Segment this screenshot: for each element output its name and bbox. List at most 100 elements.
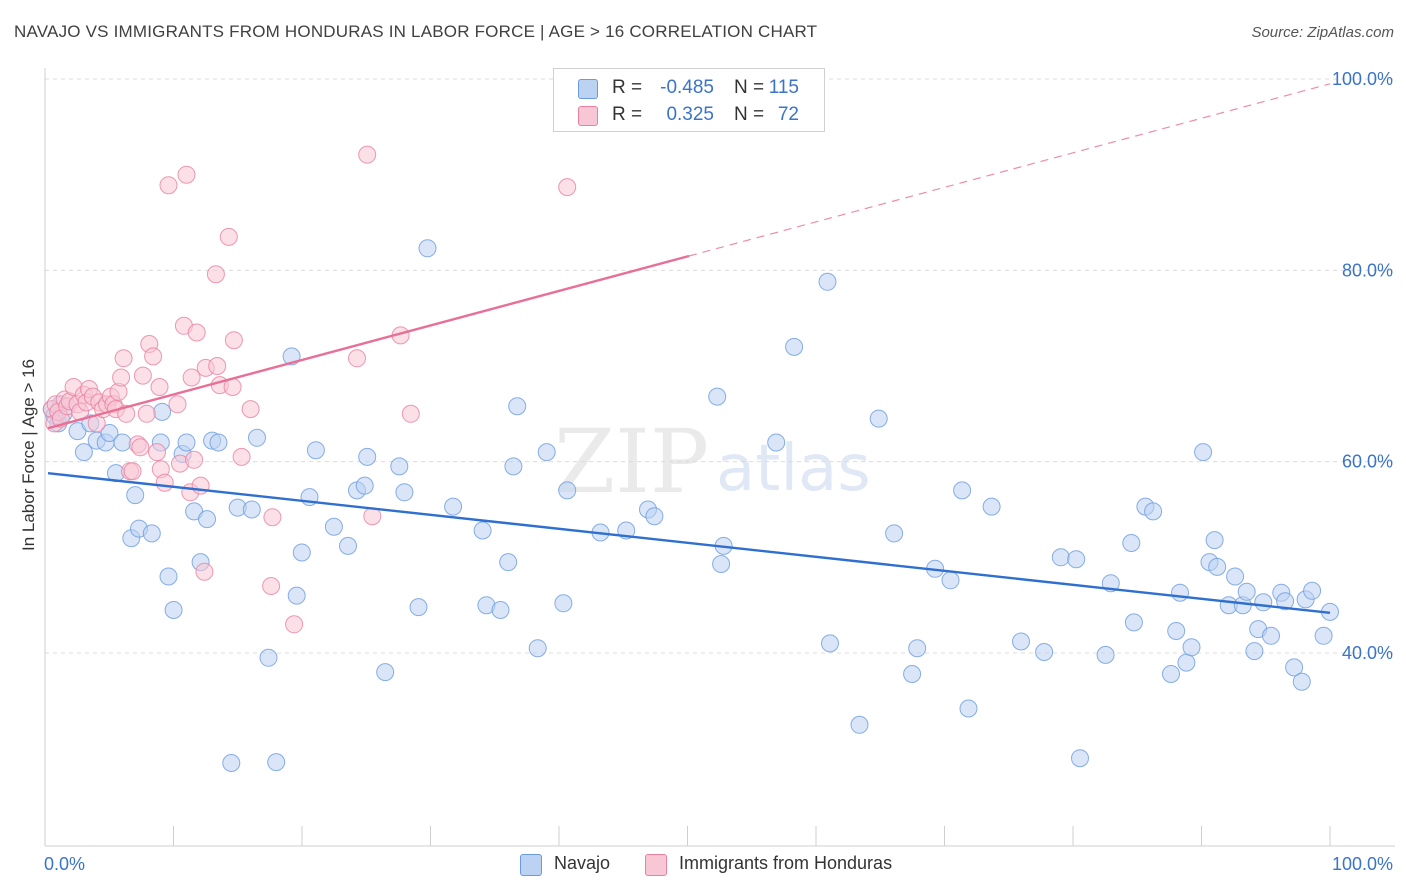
navajo-point: [198, 510, 216, 529]
navajo-r-label: R =: [612, 77, 643, 98]
trend-lines: [47, 83, 1331, 615]
legend-row-navajo: R = -0.485 N = 115: [554, 75, 824, 101]
honduras-point: [241, 400, 260, 419]
navajo-point: [908, 639, 927, 658]
honduras-n-value: 72: [777, 104, 799, 125]
navajo-point: [292, 543, 311, 562]
honduras-point: [558, 178, 577, 197]
navajo-point: [785, 337, 804, 356]
tick-labels: 40.0% 60.0% 80.0% 100.0% 0.0% 100.0%: [44, 69, 1393, 874]
navajo-point: [1254, 593, 1273, 612]
navajo-point: [1303, 581, 1322, 600]
navajo-point: [1124, 613, 1143, 632]
navajo-point: [1182, 638, 1201, 657]
navajo-point: [287, 586, 306, 605]
navajo-point: [708, 387, 727, 406]
navajo-point: [113, 433, 132, 452]
navajo-point: [1245, 642, 1264, 661]
navajo-point: [418, 239, 437, 258]
honduras-point: [112, 368, 131, 387]
navajo-n-label: N =: [734, 77, 765, 98]
navajo-point: [504, 457, 523, 476]
honduras-point: [131, 438, 150, 457]
navajo-point: [1285, 658, 1304, 677]
navajo-point: [74, 443, 93, 462]
navajo-point: [242, 500, 261, 519]
navajo-point: [1035, 643, 1054, 661]
honduras-point: [159, 176, 178, 195]
honduras-point: [348, 349, 366, 368]
chart-title: NAVAJO VS IMMIGRANTS FROM HONDURAS IN LA…: [14, 22, 818, 41]
honduras-point: [148, 443, 166, 462]
navajo-point: [1208, 557, 1227, 576]
y-tick-label: 60.0%: [1342, 452, 1393, 472]
honduras-point: [206, 265, 225, 284]
data-points: [42, 71, 1339, 772]
y-tick-label: 100.0%: [1332, 69, 1393, 89]
correlation-legend: R = -0.485 N = 115 R = 0.325 N = 72: [553, 68, 825, 132]
navajo-point: [142, 524, 161, 543]
honduras-point: [401, 404, 420, 423]
navajo-point: [1194, 443, 1213, 462]
navajo-trend-line: [47, 471, 1331, 615]
navajo-point: [1262, 626, 1280, 645]
navajo-legend-swatch: [520, 854, 542, 876]
honduras-legend-swatch: [645, 854, 667, 876]
honduras-point: [150, 378, 169, 396]
navajo-point: [324, 517, 343, 536]
navajo-point: [339, 536, 357, 555]
navajo-point: [153, 402, 172, 421]
navajo-point: [528, 639, 547, 658]
navajo-point: [537, 443, 556, 462]
honduras-point: [195, 562, 214, 581]
navajo-point: [645, 507, 664, 526]
navajo-point: [1276, 592, 1295, 611]
navajo-point: [1012, 632, 1030, 651]
honduras-point: [182, 368, 201, 387]
navajo-point: [395, 483, 414, 502]
navajo-point: [473, 521, 492, 540]
navajo-point: [1167, 622, 1186, 640]
navajo-point: [376, 663, 395, 682]
navajo-point: [1051, 548, 1070, 567]
honduras-point: [285, 615, 304, 634]
navajo-point: [1226, 567, 1245, 586]
honduras-point: [358, 145, 377, 164]
navajo-point: [903, 665, 922, 683]
y-axis-label: In Labor Force | Age > 16: [19, 359, 38, 551]
y-tick-label: 80.0%: [1342, 260, 1393, 280]
navajo-point: [355, 476, 374, 495]
honduras-point: [177, 165, 196, 184]
navajo-point: [358, 447, 377, 466]
honduras-point: [137, 404, 156, 423]
navajo-point: [1177, 653, 1196, 672]
navajo-point: [818, 272, 837, 291]
navajo-point: [159, 567, 178, 586]
navajo-point: [821, 634, 839, 653]
navajo-point: [508, 397, 527, 416]
navajo-point: [1162, 665, 1180, 683]
honduras-r-label: R =: [612, 104, 643, 125]
honduras-point: [114, 349, 133, 368]
honduras-point: [187, 323, 206, 342]
navajo-point: [767, 433, 786, 452]
honduras-point: [224, 331, 243, 350]
honduras-swatch: [578, 106, 598, 126]
navajo-point: [869, 409, 888, 428]
navajo-point: [209, 433, 228, 452]
navajo-point: [850, 715, 869, 734]
navajo-point: [1144, 502, 1163, 521]
navajo-point: [222, 754, 241, 772]
navajo-point: [126, 486, 145, 505]
x-tick-label: 100.0%: [1332, 854, 1393, 874]
navajo-point: [164, 601, 183, 619]
honduras-trend-line: [47, 254, 690, 430]
navajo-swatch: [578, 79, 598, 99]
navajo-point: [953, 481, 972, 500]
honduras-point: [232, 447, 251, 466]
navajo-point: [712, 555, 731, 573]
navajo-point: [267, 753, 286, 772]
navajo-point: [177, 433, 196, 452]
navajo-point: [100, 424, 119, 442]
honduras-trend-extension: [688, 83, 1331, 257]
